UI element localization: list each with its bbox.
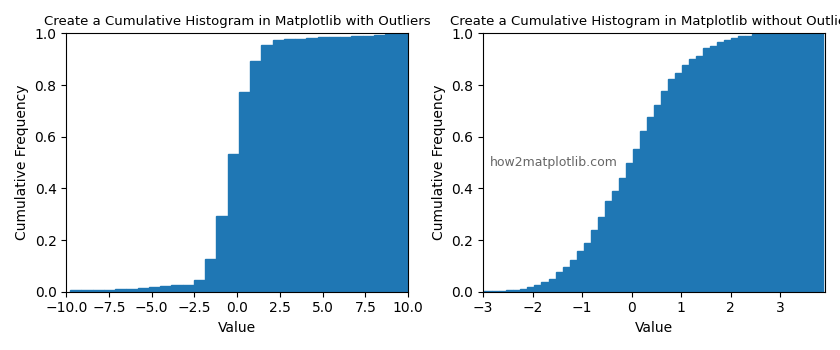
- Bar: [92, 290, 104, 292]
- Bar: [717, 42, 724, 292]
- X-axis label: Value: Value: [635, 321, 673, 335]
- Bar: [766, 34, 774, 292]
- Bar: [351, 36, 363, 292]
- Bar: [808, 34, 816, 292]
- Bar: [696, 56, 703, 292]
- Bar: [549, 279, 555, 292]
- Bar: [521, 289, 528, 292]
- Bar: [689, 60, 696, 292]
- Bar: [261, 45, 273, 292]
- Y-axis label: Cumulative Frequency: Cumulative Frequency: [432, 85, 446, 240]
- Bar: [780, 34, 787, 292]
- Bar: [160, 286, 171, 292]
- Bar: [626, 163, 633, 292]
- Bar: [591, 231, 598, 292]
- Bar: [682, 65, 689, 292]
- Bar: [710, 46, 717, 292]
- Bar: [774, 34, 780, 292]
- Bar: [605, 201, 612, 292]
- Bar: [81, 290, 92, 292]
- Bar: [250, 61, 261, 292]
- Bar: [239, 92, 250, 292]
- Bar: [675, 72, 682, 292]
- Bar: [555, 272, 563, 292]
- Bar: [738, 36, 745, 292]
- Bar: [661, 91, 668, 292]
- Bar: [217, 216, 228, 292]
- Bar: [759, 34, 766, 292]
- Bar: [273, 40, 284, 292]
- Bar: [171, 285, 182, 292]
- Bar: [584, 243, 591, 292]
- Bar: [340, 36, 351, 292]
- Bar: [194, 280, 205, 292]
- Bar: [228, 154, 239, 292]
- Bar: [647, 117, 654, 292]
- Bar: [731, 38, 738, 292]
- Bar: [318, 37, 329, 292]
- Bar: [329, 37, 340, 292]
- Bar: [795, 34, 801, 292]
- Title: Create a Cumulative Histogram in Matplotlib with Outliers: Create a Cumulative Histogram in Matplot…: [44, 15, 430, 28]
- Bar: [612, 191, 619, 292]
- Bar: [513, 290, 521, 292]
- Bar: [507, 290, 513, 292]
- Bar: [542, 282, 549, 292]
- Bar: [307, 38, 318, 292]
- Title: Create a Cumulative Histogram in Matplotlib without Outliers: Create a Cumulative Histogram in Matplot…: [450, 15, 840, 28]
- Text: how2matplotlib.com: how2matplotlib.com: [490, 156, 618, 169]
- Bar: [801, 34, 808, 292]
- Bar: [499, 291, 507, 292]
- Bar: [724, 40, 731, 292]
- Bar: [386, 34, 396, 292]
- Bar: [668, 79, 675, 292]
- X-axis label: Value: Value: [218, 321, 256, 335]
- Bar: [816, 33, 822, 292]
- Bar: [745, 36, 753, 292]
- Bar: [633, 148, 640, 292]
- Bar: [396, 33, 407, 292]
- Bar: [528, 287, 534, 292]
- Bar: [70, 290, 81, 292]
- Bar: [654, 105, 661, 292]
- Bar: [563, 267, 570, 292]
- Bar: [284, 40, 295, 292]
- Bar: [126, 288, 138, 292]
- Bar: [576, 251, 584, 292]
- Bar: [205, 259, 217, 292]
- Bar: [149, 287, 160, 292]
- Bar: [182, 285, 194, 292]
- Bar: [570, 260, 576, 292]
- Bar: [374, 35, 386, 292]
- Bar: [753, 34, 759, 292]
- Bar: [619, 178, 626, 292]
- Bar: [534, 285, 542, 292]
- Bar: [115, 289, 126, 292]
- Bar: [104, 289, 115, 292]
- Bar: [295, 39, 307, 292]
- Y-axis label: Cumulative Frequency: Cumulative Frequency: [15, 85, 29, 240]
- Bar: [598, 217, 605, 292]
- Bar: [492, 291, 499, 292]
- Bar: [640, 131, 647, 292]
- Bar: [138, 288, 149, 292]
- Bar: [363, 36, 374, 292]
- Bar: [703, 48, 710, 292]
- Bar: [787, 34, 795, 292]
